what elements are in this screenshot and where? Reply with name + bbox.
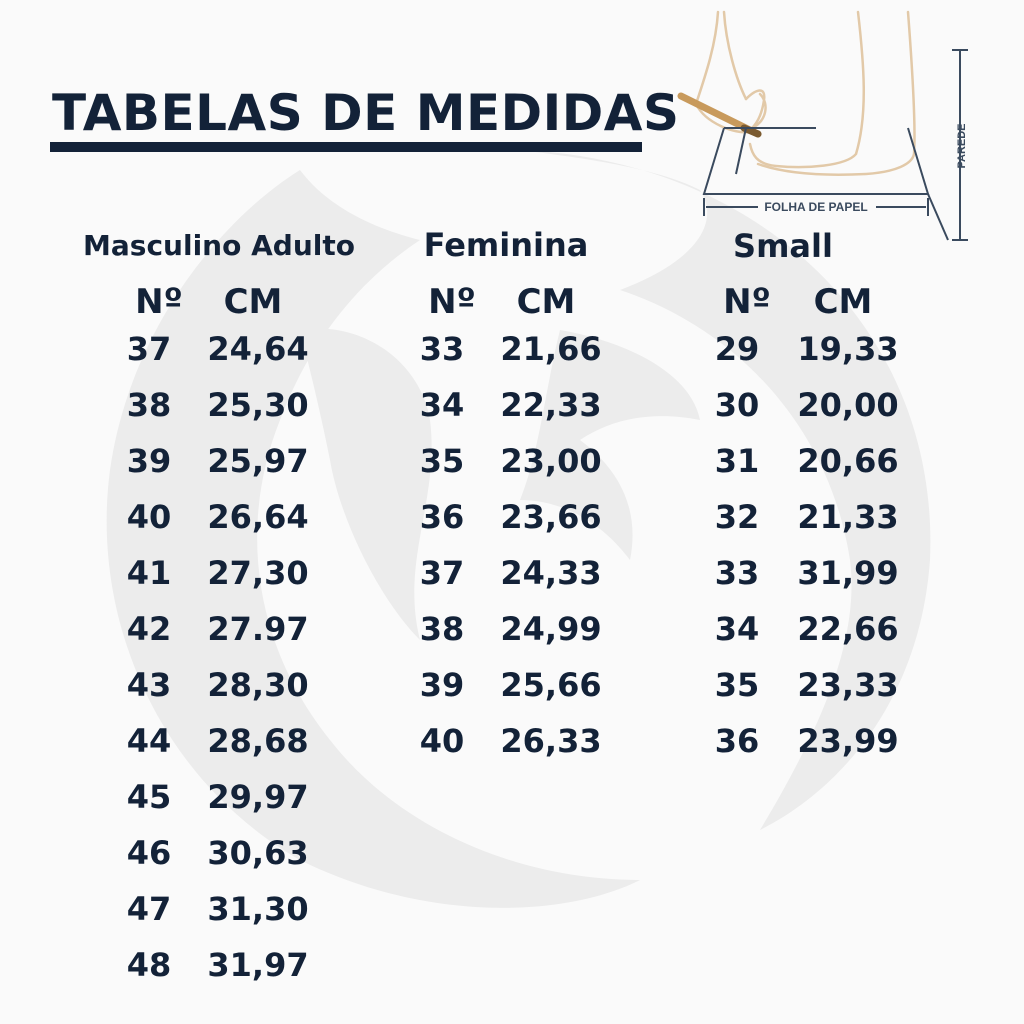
cm-cell: 28,30 [207,666,309,704]
size-cell: 33 [714,554,760,592]
size-cell: 40 [126,498,172,536]
cm-cell: 29,97 [207,778,309,816]
size-cell: 33 [419,330,465,368]
size-cell: 35 [419,442,465,480]
cm-cell: 30,63 [207,834,309,872]
cm-cell: 27.97 [207,610,309,648]
column-header-size: Nº [428,282,476,322]
paper-label: FOLHA DE PAPEL [764,200,867,214]
cm-cell: 24,64 [207,330,309,368]
cm-cell: 27,30 [207,554,309,592]
cm-cell: 21,66 [500,330,602,368]
column-header-size: Nº [723,282,771,322]
cm-cell: 31,97 [207,946,309,984]
size-cell: 34 [419,386,465,424]
size-cell: 32 [714,498,760,536]
cm-cell: 23,00 [500,442,602,480]
size-cell: 38 [126,386,172,424]
size-cell: 34 [714,610,760,648]
cm-cell: 20,66 [797,442,899,480]
cm-cell: 24,99 [500,610,602,648]
size-cell: 35 [714,666,760,704]
size-cell: 46 [126,834,172,872]
column-header-cm: CM [223,282,283,322]
cm-cell: 28,68 [207,722,309,760]
column-header-cm: CM [813,282,873,322]
cm-cell: 21,33 [797,498,899,536]
foot-measuring-icon: FOLHA DE PAPEL PAREDE [677,10,968,241]
column-header-cm: CM [516,282,576,322]
size-cell: 40 [419,722,465,760]
wall-label: PAREDE [956,123,968,168]
table-title: Feminina [423,226,589,264]
size-cell: 43 [126,666,172,704]
cm-cell: 31,30 [207,890,309,928]
size-cell: 41 [126,554,172,592]
cm-cell: 22,33 [500,386,602,424]
size-cell: 38 [419,610,465,648]
cm-cell: 24,33 [500,554,602,592]
cm-cell: 23,66 [500,498,602,536]
size-cell: 39 [419,666,465,704]
size-cell: 47 [126,890,172,928]
cm-cell: 25,30 [207,386,309,424]
size-cell: 31 [714,442,760,480]
page-title: TABELAS DE MEDIDAS [50,82,679,152]
cm-cell: 25,97 [207,442,309,480]
size-cell: 39 [126,442,172,480]
size-cell: 29 [714,330,760,368]
cm-cell: 25,66 [500,666,602,704]
size-cell: 30 [714,386,760,424]
cm-cell: 19,33 [797,330,899,368]
size-cell: 44 [126,722,172,760]
page-title-text: TABELAS DE MEDIDAS [52,84,680,142]
size-cell: 36 [419,498,465,536]
table-title: Small [733,227,833,265]
cm-cell: 22,66 [797,610,899,648]
column-header-size: Nº [135,282,183,322]
size-cell: 37 [126,330,172,368]
size-cell: 45 [126,778,172,816]
size-cell: 48 [126,946,172,984]
cm-cell: 23,99 [797,722,899,760]
table-title: Masculino Adulto [83,229,355,262]
cm-cell: 31,99 [797,554,899,592]
size-cell: 36 [714,722,760,760]
size-cell: 42 [126,610,172,648]
size-cell: 37 [419,554,465,592]
cm-cell: 26,33 [500,722,602,760]
cm-cell: 26,64 [207,498,309,536]
cm-cell: 20,00 [797,386,899,424]
cm-cell: 23,33 [797,666,899,704]
